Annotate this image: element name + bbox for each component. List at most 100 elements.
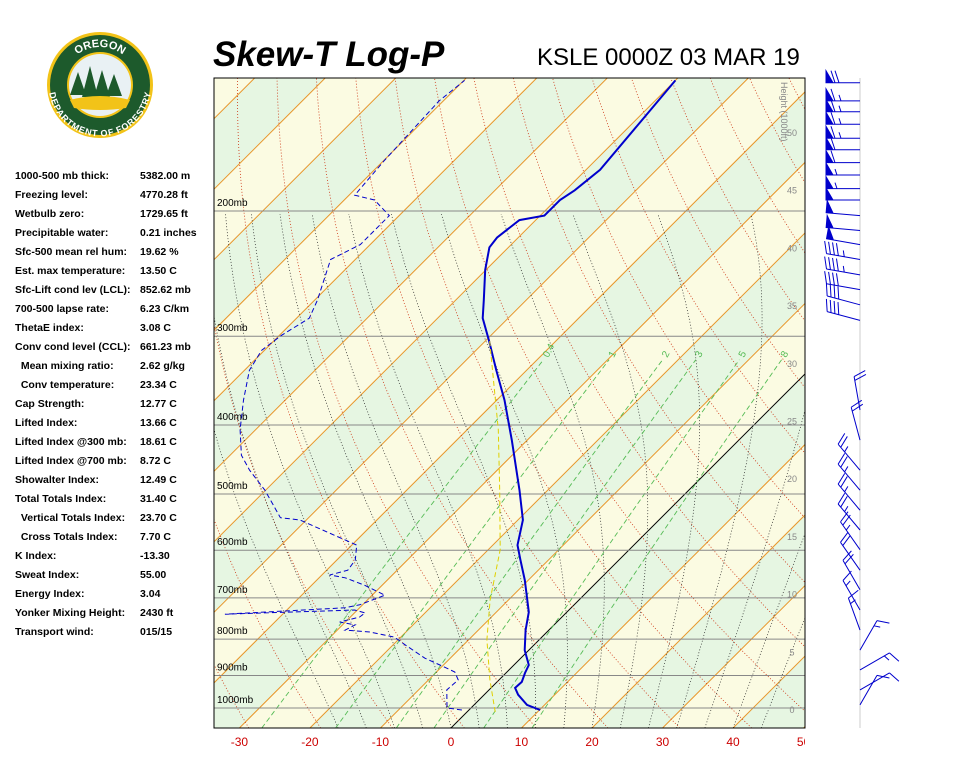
- moist-adiabat: [225, 214, 395, 728]
- dry-adiabat: [788, 78, 805, 111]
- temperature-trace: [481, 79, 677, 711]
- y-tick-label: 700mb: [217, 585, 248, 596]
- x-tick-label: 10: [515, 735, 529, 749]
- isotherm: [214, 78, 608, 472]
- dry-adiabat: [512, 78, 805, 583]
- wind-barb: [837, 492, 861, 531]
- stat-label: 1000-500 mb thick:: [15, 170, 109, 182]
- x-tick-label: 40: [726, 735, 740, 749]
- stat-label: K Index:: [15, 550, 56, 562]
- mixing-ratio-label: 5: [737, 349, 750, 359]
- height-tick-label: 5: [789, 647, 794, 657]
- stat-value: 852.62 mb: [140, 284, 191, 296]
- y-tick-label: 500mb: [217, 481, 248, 492]
- moist-adiabat: [391, 214, 537, 728]
- y-tick-label: 1000mb: [217, 695, 254, 706]
- height-tick-label: 10: [787, 590, 797, 600]
- wind-barb: [825, 135, 860, 151]
- height-tick-label: 0: [789, 705, 794, 715]
- stat-label: Cap Strength:: [15, 398, 84, 410]
- logo-top-textpath: OREGON: [72, 38, 127, 57]
- dashed-trace: [486, 340, 501, 713]
- moist-adiabat: [311, 214, 480, 728]
- x-tick-label: -20: [301, 735, 319, 749]
- moist-adiabat: [500, 213, 605, 728]
- stat-label: Conv temperature:: [15, 379, 114, 391]
- stat-value: 3.08 C: [140, 322, 171, 334]
- wind-barb: [825, 124, 860, 139]
- isotherm: [214, 78, 467, 331]
- stat-value: 661.23 mb: [140, 341, 191, 353]
- stat-label: Transport wind:: [15, 626, 94, 638]
- isotherm: [874, 78, 960, 728]
- chart-subtitle: KSLE 0000Z 03 MAR 19: [537, 44, 800, 71]
- moist-adiabat: [214, 314, 367, 728]
- isotherm: [214, 78, 749, 614]
- isotherm: [521, 443, 805, 728]
- mixing-ratio-label: 2: [660, 349, 673, 359]
- wind-barb: [850, 399, 864, 441]
- stat-label: Sfc-500 mean rel hum:: [15, 246, 127, 258]
- moist-adiabat: [279, 214, 452, 728]
- wind-barb: [825, 174, 860, 190]
- isotherm: [309, 232, 805, 728]
- isotherm-band: [214, 91, 805, 728]
- wind-barb: [859, 672, 900, 691]
- dry-adiabat: [355, 78, 681, 728]
- plot-border: [213, 77, 806, 729]
- logo-ground: [70, 96, 130, 110]
- plot-overlay: 200mb 300mb 400mb 500mb 600mb 700mb 800mb 900mb…: [213, 68, 900, 749]
- wind-barb: [824, 241, 861, 260]
- stat-label: 700-500 lapse rate:: [15, 303, 109, 315]
- logo: OREGON DEPARTMENT OF FORESTRY: [47, 32, 153, 139]
- wind-barb: [825, 213, 861, 231]
- wind-barb: [842, 550, 861, 591]
- x-tick-label: 50: [797, 735, 811, 749]
- dry-adiabat: [670, 78, 805, 322]
- wind-barb: [840, 531, 861, 571]
- stat-value: 1729.65 ft: [140, 208, 188, 220]
- stat-label: Showalter Index:: [15, 474, 99, 486]
- moist-adiabat: [676, 214, 763, 728]
- dry-adiabat: [237, 78, 465, 728]
- stat-value: 015/15: [140, 626, 172, 638]
- moist-adiabat: [760, 616, 805, 728]
- x-tick-label: 20: [585, 735, 599, 749]
- stat-label: Lifted Index @700 mb:: [15, 455, 127, 467]
- stat-value: 12.49 C: [140, 474, 177, 486]
- wind-barb: [825, 97, 860, 113]
- x-tick-label: 0: [448, 735, 455, 749]
- stat-label: Total Totals Index:: [15, 493, 106, 505]
- moist-adiabat: [732, 532, 805, 728]
- stat-value: 6.23 C/km: [140, 303, 189, 315]
- stat-label: Precipitable water:: [15, 227, 108, 239]
- stat-value: 13.66 C: [140, 417, 177, 429]
- isotherm: [662, 584, 805, 728]
- y-tick-label: 400mb: [217, 412, 248, 423]
- isotherm-band: [214, 78, 805, 683]
- wind-barb: [825, 161, 860, 176]
- stat-value: 3.04: [140, 588, 161, 600]
- wind-barb: [847, 589, 861, 631]
- height-tick-label: 35: [787, 301, 797, 311]
- mixing-ratio-line: [531, 359, 782, 728]
- moist-adiabat: [441, 214, 568, 728]
- wind-barb: [825, 148, 860, 164]
- stat-label: Mean mixing ratio:: [15, 360, 114, 372]
- stat-value: 2.62 g/kg: [140, 360, 185, 372]
- chart-title: Skew-T Log-P: [213, 35, 445, 74]
- dry-adiabat: [946, 78, 960, 728]
- stat-value: 18.61 C: [140, 436, 177, 448]
- stat-value: 31.40 C: [140, 493, 177, 505]
- stat-label: Cross Totals Index:: [15, 531, 118, 543]
- freezing-isotherm: [450, 373, 805, 728]
- stat-value: 0.21 inches: [140, 227, 197, 239]
- stat-value: 8.72 C: [140, 455, 171, 467]
- wind-barb: [859, 674, 890, 706]
- isotherm: [214, 78, 326, 190]
- wind-barb: [825, 298, 861, 321]
- wind-barb: [824, 271, 861, 291]
- mixing-ratio-line: [335, 359, 610, 728]
- stat-value: 19.62 %: [140, 246, 179, 258]
